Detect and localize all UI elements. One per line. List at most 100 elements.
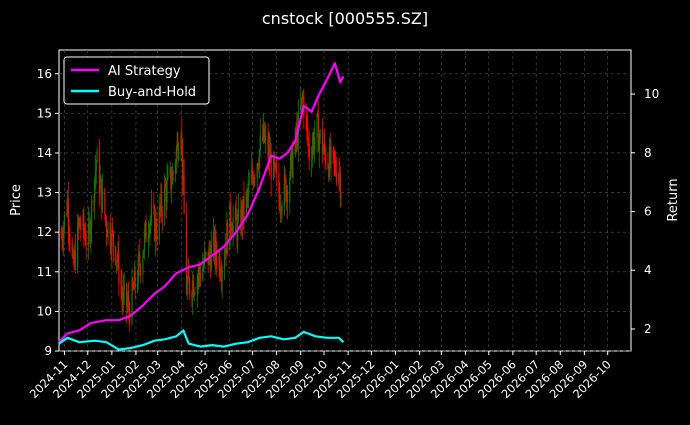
candle-body	[318, 137, 320, 152]
candle-body	[127, 296, 129, 303]
candle-body	[311, 146, 313, 161]
candle-body	[61, 236, 63, 241]
candle-body	[155, 217, 157, 236]
candle-body	[247, 193, 249, 195]
candle-body	[105, 220, 108, 233]
candle-body	[306, 117, 308, 126]
candle-body	[202, 267, 204, 280]
candle-body	[150, 206, 153, 220]
candle-body	[191, 293, 193, 299]
candle-body	[87, 223, 90, 245]
candle-body	[240, 209, 242, 231]
candle-body	[96, 151, 98, 162]
candle-body	[317, 114, 320, 152]
candle-body	[137, 255, 139, 284]
candle-body	[329, 145, 331, 165]
return-lines	[58, 62, 345, 351]
candle-body	[121, 288, 123, 296]
candle-body	[241, 206, 243, 231]
candle-body	[158, 207, 160, 241]
candle-body	[286, 189, 288, 201]
candle-body	[276, 171, 278, 173]
candle-body	[265, 135, 267, 138]
candle-body	[279, 208, 282, 211]
candle-body	[194, 293, 196, 294]
candle-body	[252, 176, 254, 185]
candle-body	[171, 172, 174, 184]
candle-body	[307, 138, 310, 144]
candle-body	[84, 232, 86, 236]
candle-body	[122, 290, 125, 303]
price-candles	[60, 88, 342, 332]
candle-body	[138, 254, 140, 256]
candle-body	[245, 193, 247, 217]
candle-body	[60, 236, 62, 237]
candle-body	[175, 149, 177, 164]
candle-body	[340, 195, 342, 199]
candle-body	[264, 137, 266, 141]
y-right-tick-label: 6	[644, 205, 652, 219]
candle-body	[69, 234, 71, 243]
candle-body	[313, 136, 315, 151]
candle-body	[143, 231, 146, 251]
y-right-tick-label: 2	[644, 322, 652, 336]
candle-body	[78, 218, 80, 227]
candle-body	[143, 250, 145, 257]
candle-body	[328, 167, 330, 177]
candle-body	[248, 184, 250, 195]
candle-body	[221, 268, 223, 282]
candle-body	[126, 283, 128, 307]
candle-body	[275, 164, 277, 172]
candle-body	[243, 196, 245, 217]
candle-body	[209, 254, 212, 271]
candle-body	[77, 222, 79, 269]
candle-body	[216, 255, 218, 267]
candle-body	[181, 138, 184, 181]
candle-body	[79, 218, 81, 228]
candle-body	[215, 236, 217, 256]
candle-body	[172, 172, 174, 174]
candle-body	[164, 183, 166, 217]
candle-body	[153, 207, 156, 240]
candle-body	[63, 212, 66, 226]
candle-body	[300, 97, 303, 106]
candle-body	[262, 135, 264, 140]
candle-body	[73, 250, 76, 265]
candle-body	[91, 199, 93, 227]
candle-body	[321, 129, 324, 155]
candle-body	[203, 253, 205, 266]
candle-body	[101, 188, 104, 211]
legend-label-buy-and-hold: Buy-and-Hold	[108, 85, 196, 100]
candle-body	[193, 293, 195, 296]
candle-body	[164, 183, 167, 188]
candle-body	[180, 135, 182, 155]
y-axis-left: 9 10 11 12 13 14 15 16	[37, 67, 59, 358]
y-left-tick-label: 9	[44, 344, 52, 358]
candle-body	[107, 222, 109, 238]
candle-body	[253, 177, 255, 185]
candle-body	[284, 175, 286, 179]
candle-body	[213, 231, 215, 245]
candle-body	[333, 151, 335, 161]
candle-body	[248, 183, 251, 185]
legend: AI Strategy Buy-and-Hold	[63, 56, 210, 105]
candle-body	[324, 150, 327, 164]
candle-body	[112, 228, 114, 232]
candle-body	[71, 242, 73, 256]
candle-body	[322, 149, 324, 155]
candle-body	[286, 189, 289, 203]
candle-body	[334, 160, 336, 162]
candle-body	[110, 247, 112, 253]
candle-body	[234, 208, 237, 219]
candle-body	[308, 143, 310, 161]
candle-body	[77, 222, 80, 227]
candle-body	[63, 225, 65, 243]
candle-body	[256, 163, 258, 179]
candle-body	[192, 280, 194, 299]
y-right-tick-label: 4	[644, 263, 652, 277]
candle-body	[258, 167, 260, 168]
candle-body	[132, 279, 134, 288]
candle-body	[82, 214, 84, 231]
